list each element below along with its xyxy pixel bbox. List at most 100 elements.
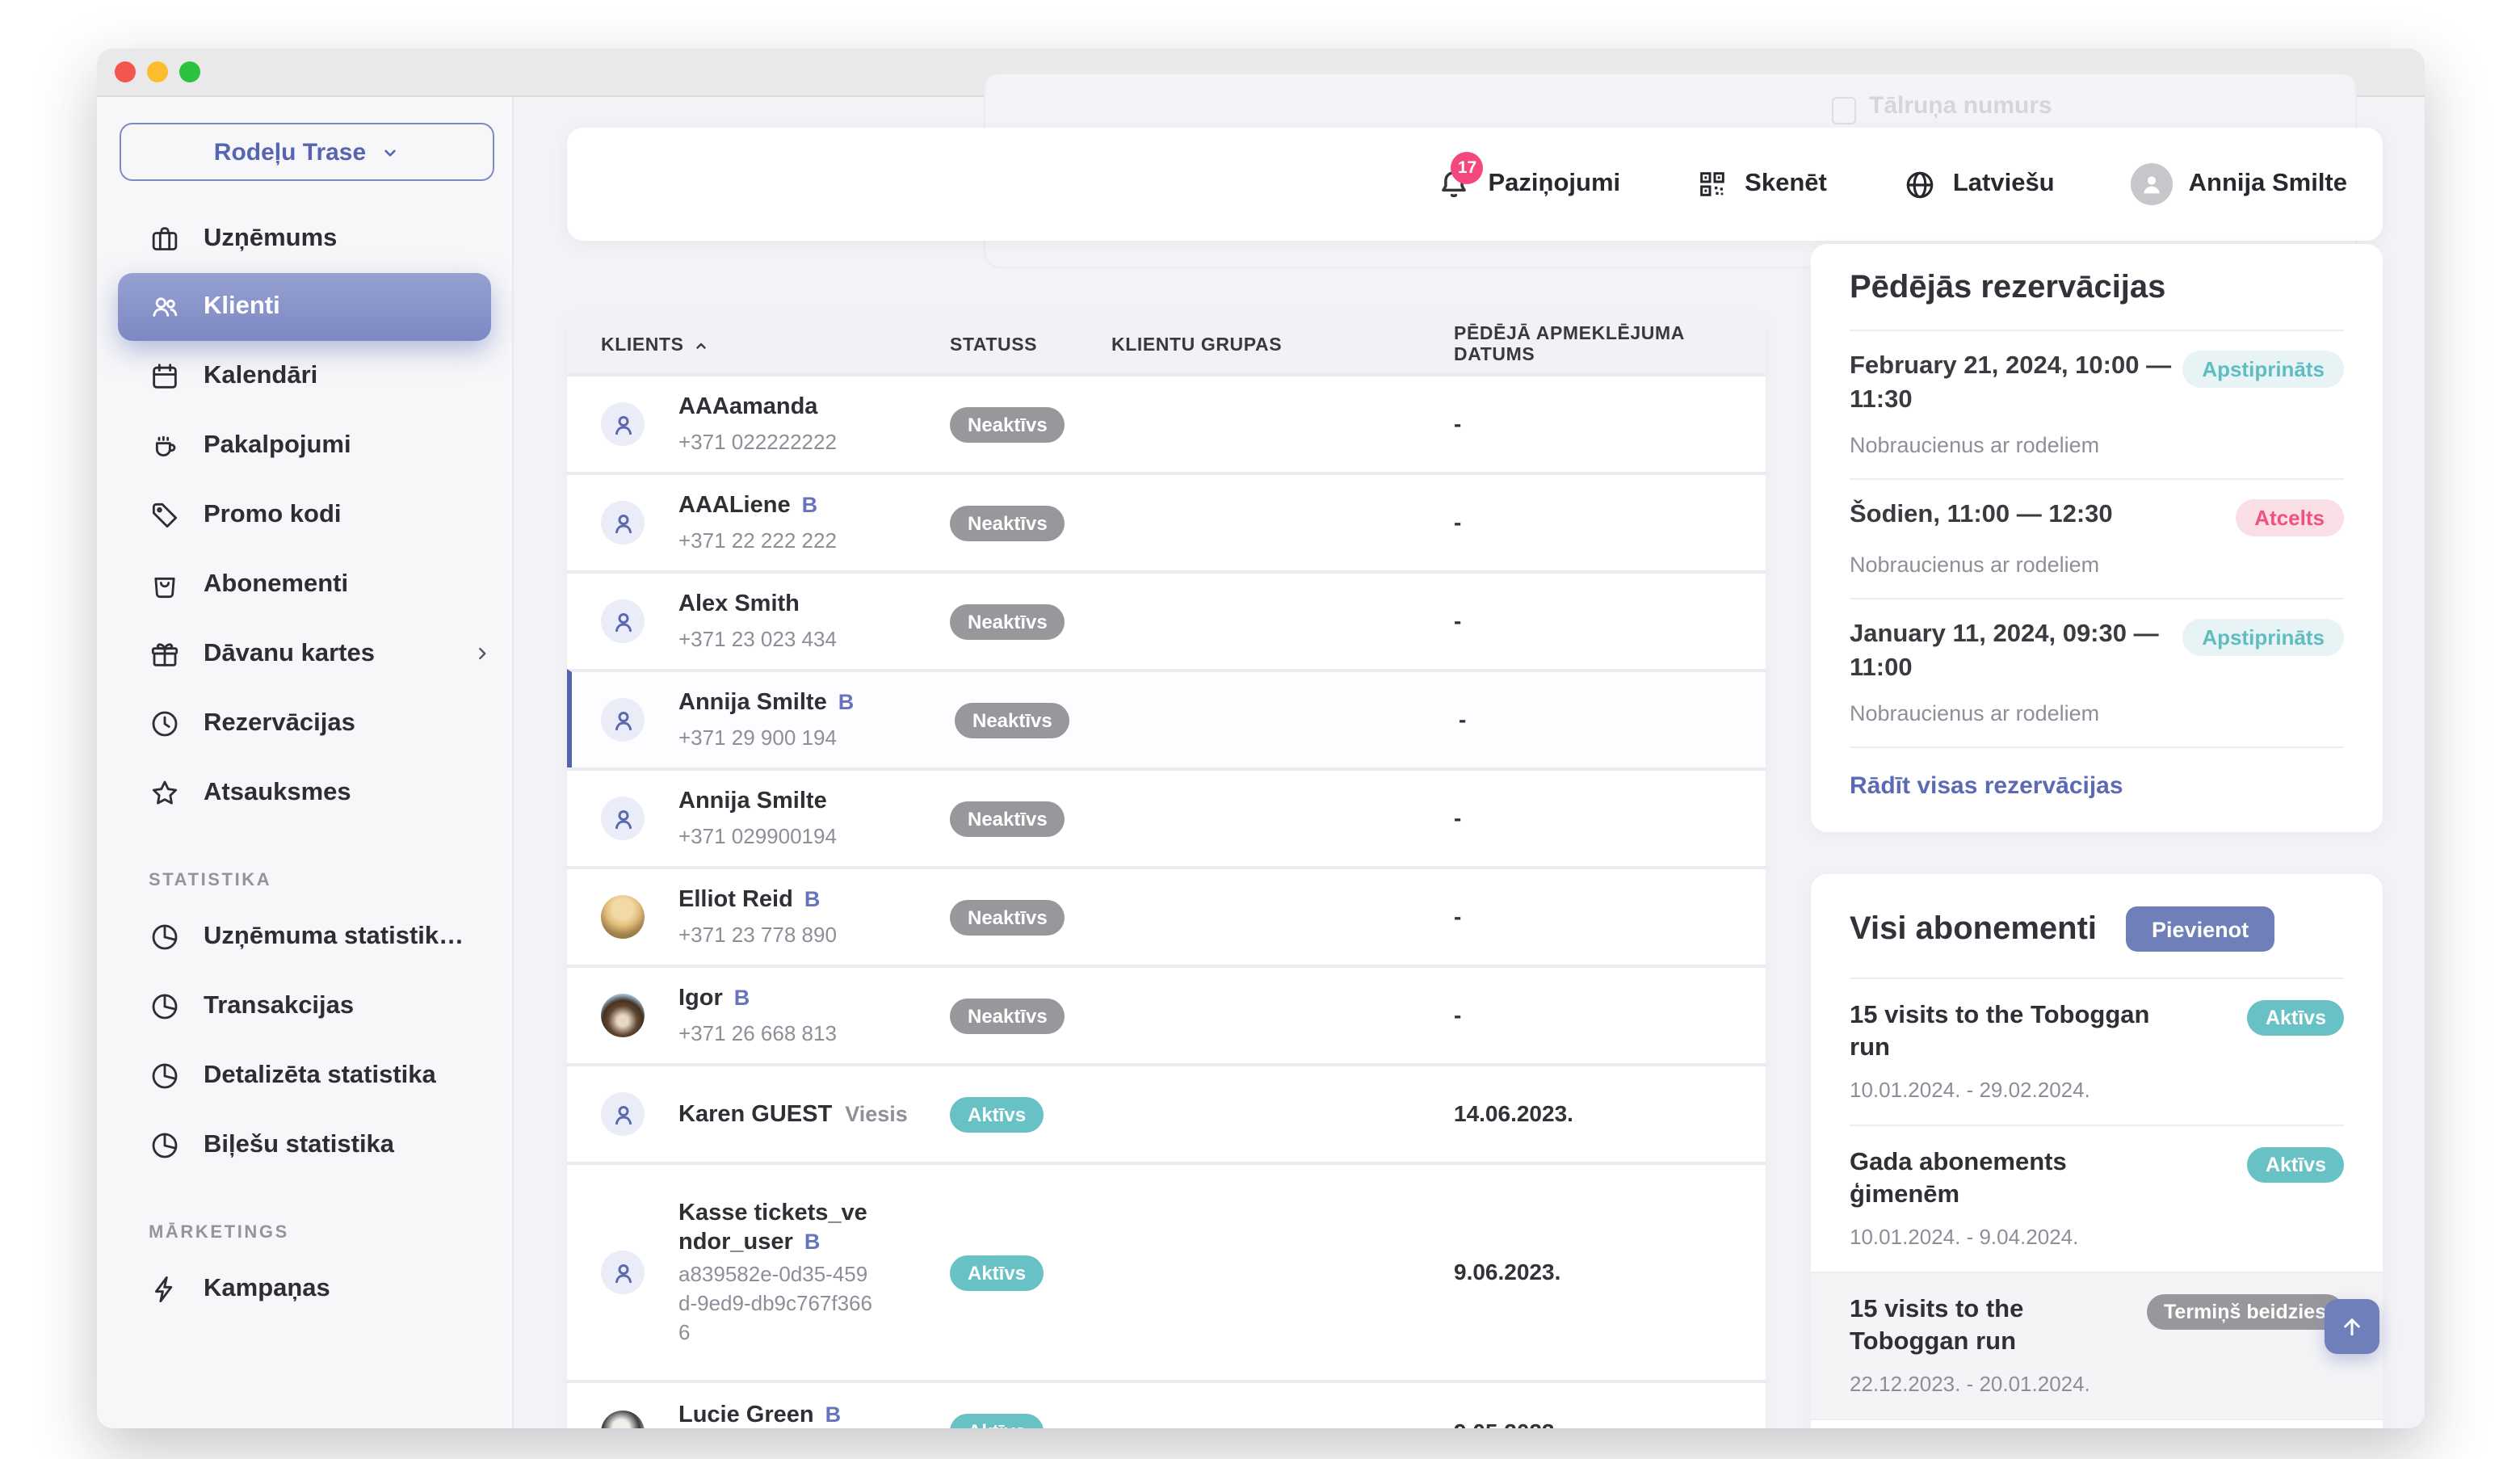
- fullscreen-window-button[interactable]: [179, 61, 200, 82]
- client-avatar-icon: [601, 698, 645, 742]
- last-visit-cell: -: [1454, 608, 1462, 633]
- language-label: Latviešu: [1952, 170, 2055, 197]
- status-badge: Aktīvs: [950, 1255, 1044, 1290]
- client-phone: +371 22 222 222: [678, 528, 837, 553]
- subscription-name: 15 visits to the Toboggan run: [1850, 1002, 2150, 1062]
- user-menu[interactable]: Annija Smilte: [2130, 163, 2347, 205]
- workspace-selector[interactable]: Rodeļu Trase: [120, 123, 494, 181]
- sidebar-item-label: Transakcijas: [204, 991, 355, 1019]
- subscription-name: Gada abonements ģimenēm: [1850, 1149, 2067, 1209]
- last-visit-cell: -: [1454, 410, 1462, 436]
- add-subscription-button[interactable]: Pievienot: [2126, 906, 2275, 952]
- subscription-status-badge: Aktīvs: [2247, 1147, 2344, 1183]
- client-name: Elliot Reid: [678, 887, 793, 913]
- client-avatar-photo: [601, 994, 645, 1037]
- sidebar-item-rezervacijas[interactable]: Rezervācijas: [97, 688, 512, 758]
- close-window-button[interactable]: [115, 61, 136, 82]
- sidebar-item-abonementi[interactable]: Abonementi: [97, 549, 512, 619]
- sidebar-item-label: Rezervācijas: [204, 708, 355, 736]
- table-row[interactable]: Elliot Reid B +371 23 778 890 Neaktīvs -: [567, 866, 1766, 965]
- sidebar-menu: Uzņēmums Klienti Kalendāri Pakalpojumi P…: [97, 204, 512, 1323]
- sidebar-item-transakcijas[interactable]: Transakcijas: [97, 971, 512, 1041]
- column-header-klientu-grupas[interactable]: Klientu grupas: [1111, 335, 1283, 355]
- table-row[interactable]: AAALiene B +371 22 222 222 Neaktīvs -: [567, 472, 1766, 570]
- subscription-period: 10.01.2024. - 9.04.2024.: [1850, 1225, 2079, 1249]
- last-visit-cell: 9.05.2023.: [1454, 1419, 1737, 1428]
- scroll-to-top-button[interactable]: [2325, 1299, 2379, 1354]
- briefcase-icon: [149, 222, 181, 254]
- last-visit-cell: 9.06.2023.: [1454, 1259, 1561, 1285]
- table-row[interactable]: Igor B +371 26 668 813 Neaktīvs -: [567, 965, 1766, 1063]
- workspace-name: Rodeļu Trase: [213, 138, 367, 166]
- sidebar-item-bilesu-statistika[interactable]: Biļešu statistika: [97, 1110, 512, 1179]
- scan-button[interactable]: Skenēt: [1696, 168, 1827, 200]
- bag-icon: [149, 568, 181, 600]
- subscription-item[interactable]: 15 visits to the Toboggan run Aktīvs 10.…: [1850, 978, 2344, 1125]
- subscription-status-badge: Aktīvs: [2247, 1000, 2344, 1036]
- reservation-item[interactable]: Šodien, 11:00 — 12:30 Atcelts Nobraucien…: [1850, 478, 2344, 598]
- users-icon: [149, 291, 181, 323]
- column-header-klients[interactable]: Klients: [567, 335, 950, 355]
- status-badge: Neaktīvs: [950, 406, 1065, 442]
- sidebar-item-davanu-kartes[interactable]: Dāvanu kartes: [97, 619, 512, 688]
- client-name: Kasse tickets_vendor_user: [678, 1200, 867, 1255]
- globe-icon: [1903, 167, 1937, 201]
- clients-table: Klients Statuss Klientu grupas Pēdējā ap…: [567, 317, 1766, 1428]
- last-visit-cell: 14.06.2023.: [1454, 1100, 1573, 1126]
- b-tag: B: [825, 1402, 842, 1426]
- subscription-item-highlighted[interactable]: 15 visits to the Toboggan run Termiņš be…: [1811, 1272, 2383, 1420]
- table-row[interactable]: Karen GUEST Viesis Aktīvs 14.06.2023.: [567, 1063, 1766, 1162]
- reservation-status-badge: Apstiprināts: [2182, 619, 2344, 656]
- status-badge: Aktīvs: [950, 1096, 1044, 1132]
- client-phone: +371 029900194: [678, 823, 837, 847]
- sidebar-item-detalizeta-statistika[interactable]: Detalizēta statistika: [97, 1041, 512, 1110]
- b-tag: B: [801, 493, 818, 517]
- status-badge: Neaktīvs: [950, 505, 1065, 540]
- table-row[interactable]: Alex Smith +371 23 023 434 Neaktīvs -: [567, 570, 1766, 669]
- sidebar-item-kampanas[interactable]: Kampaņas: [97, 1254, 512, 1323]
- sidebar-item-kalendari[interactable]: Kalendāri: [97, 341, 512, 410]
- tag-icon: [149, 498, 181, 531]
- sidebar-item-label: Promo kodi: [204, 500, 342, 528]
- column-header-statuss[interactable]: Statuss: [950, 335, 1038, 355]
- client-name: Igor: [678, 986, 723, 1011]
- b-tag: B: [804, 1229, 821, 1253]
- reservation-item[interactable]: February 21, 2024, 10:00 — 11:30 Apstipr…: [1850, 330, 2344, 478]
- client-avatar-icon: [601, 1251, 645, 1294]
- client-name: Alex Smith: [678, 591, 800, 616]
- app-body: Rodeļu Trase Uzņēmums Klienti Kalendāri: [97, 73, 2425, 1428]
- reservation-datetime: February 21, 2024, 10:00 — 11:30: [1850, 352, 2172, 414]
- last-visit-cell: -: [1459, 706, 1467, 732]
- sidebar-item-uznemums[interactable]: Uzņēmums: [97, 204, 512, 273]
- table-row[interactable]: Kasse tickets_vendor_user B a839582e-0d35…: [567, 1162, 1766, 1380]
- sidebar-item-pakalpojumi[interactable]: Pakalpojumi: [97, 410, 512, 480]
- reservation-status-badge: Atcelts: [2235, 499, 2344, 536]
- notifications-button[interactable]: 17 Paziņojumi: [1437, 152, 1620, 204]
- language-button[interactable]: Latviešu: [1903, 167, 2055, 201]
- table-row[interactable]: Annija Smilte +371 029900194 Neaktīvs -: [567, 767, 1766, 866]
- sidebar-item-label: Klienti: [204, 292, 280, 320]
- sidebar-item-uznemuma-statistika[interactable]: Uzņēmuma statistik…: [97, 902, 512, 971]
- sidebar-item-label: Dāvanu kartes: [204, 639, 375, 666]
- sidebar-item-promo-kodi[interactable]: Promo kodi: [97, 480, 512, 549]
- table-row-selected[interactable]: Annija Smilte B +371 29 900 194 Neaktīvs …: [567, 669, 1766, 767]
- minimize-window-button[interactable]: [147, 61, 168, 82]
- show-all-reservations-link[interactable]: Rādīt visas rezervācijas: [1850, 746, 2344, 822]
- status-badge: Aktīvs: [950, 1414, 1044, 1428]
- sidebar-item-label: Atsauksmes: [204, 778, 351, 805]
- subscriptions-title: Visi abonementi: [1850, 910, 2098, 946]
- reservation-item[interactable]: January 11, 2024, 09:30 — 11:00 Apstipri…: [1850, 598, 2344, 746]
- subscription-item[interactable]: Gada abonements ģimenēm Aktīvs 10.01.202…: [1850, 1125, 2344, 1272]
- reservation-service: Nobraucienus ar rodeliem: [1850, 701, 2100, 725]
- client-phone: +371 26 668 813: [678, 1021, 837, 1045]
- pie-chart-icon: [149, 1129, 181, 1161]
- chevron-right-icon: [472, 643, 493, 664]
- sidebar-item-atsauksmes[interactable]: Atsauksmes: [97, 758, 512, 827]
- client-phone: +371 022222222: [678, 429, 837, 453]
- b-tag: B: [804, 887, 821, 911]
- table-row[interactable]: AAAamanda +371 022222222 Neaktīvs -: [567, 373, 1766, 472]
- column-header-pedeja-apmeklejuma-datums[interactable]: Pēdējā apmeklējuma datums: [1454, 324, 1685, 364]
- sidebar-item-klienti[interactable]: Klienti: [118, 273, 491, 341]
- client-avatar-icon: [601, 501, 645, 544]
